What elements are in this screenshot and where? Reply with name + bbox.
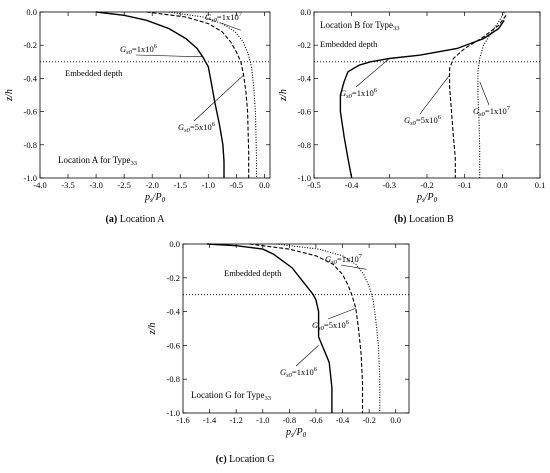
series-line-dashed bbox=[249, 243, 364, 413]
x-tick-label: -1.6 bbox=[176, 415, 189, 425]
series-line-solid bbox=[339, 19, 505, 179]
annotation-leader-line bbox=[135, 54, 203, 58]
embedded-depth-label: Embedded depth bbox=[224, 268, 282, 278]
y-axis-label: z/h bbox=[4, 89, 15, 102]
y-tick-label: -0.2 bbox=[298, 40, 311, 50]
plot-frame bbox=[182, 243, 410, 414]
x-tick-label: -1.2 bbox=[229, 415, 242, 425]
annotation-leader-line bbox=[340, 264, 367, 270]
y-axis-label: z/h bbox=[147, 323, 158, 336]
series-annotation-label: Gs0=1x107 bbox=[205, 11, 243, 24]
series-line-dotted bbox=[168, 11, 258, 178]
series-annotation-label: Gs0=5x106 bbox=[178, 121, 216, 134]
series-line-dashed bbox=[146, 11, 250, 178]
panel-caption: (c) Location G bbox=[216, 454, 275, 465]
x-tick-label: -1.0 bbox=[202, 180, 215, 190]
annotation-leader-line bbox=[220, 22, 241, 31]
y-tick-label: -0.4 bbox=[167, 307, 181, 317]
series-line-dotted bbox=[276, 243, 381, 413]
series-line-solid bbox=[206, 243, 333, 413]
y-tick-label: -1.0 bbox=[24, 173, 37, 183]
annotation-leader-line bbox=[327, 307, 356, 320]
location-label: Location A for Type33 bbox=[58, 155, 137, 167]
x-tick-label: -0.8 bbox=[283, 415, 296, 425]
annotation-leader-line bbox=[193, 74, 244, 122]
x-tick-label: -0.5 bbox=[307, 180, 320, 190]
x-tick-label: 0.1 bbox=[535, 180, 546, 190]
y-tick-label: -0.2 bbox=[24, 40, 37, 50]
x-tick-label: -3.5 bbox=[61, 180, 74, 190]
y-axis-label: z/h bbox=[278, 89, 289, 102]
x-tick-label: -4.0 bbox=[33, 180, 46, 190]
series-annotation-label: Gs0=1x107 bbox=[473, 105, 511, 118]
x-axis-label: ps/P0 bbox=[144, 192, 166, 204]
chart-panel-a: -4.0 -3.5 -3.0 -2.5 -2.0 -1.5 -1.0 -0.5 0.0 0.0 -0… bbox=[4, 7, 271, 225]
x-axis-label: ps/P0 bbox=[416, 192, 438, 204]
y-tick-label: -1.0 bbox=[298, 173, 311, 183]
series-line-solid bbox=[96, 11, 225, 178]
x-tick-label: -0.4 bbox=[345, 180, 359, 190]
panel-caption: (a) Location A bbox=[106, 214, 166, 225]
x-tick-label: -0.6 bbox=[309, 415, 322, 425]
embedded-depth-label: Embedded depth bbox=[65, 68, 123, 78]
x-axis-label: ps/P0 bbox=[285, 427, 307, 439]
x-tick-label: 0.0 bbox=[497, 180, 508, 190]
series-annotation-label: Gs0=1x107 bbox=[325, 253, 363, 266]
y-tick-label: 0.0 bbox=[300, 7, 311, 17]
location-label: Location B for Type33 bbox=[320, 20, 399, 32]
y-tick-label: -0.8 bbox=[298, 140, 311, 150]
annotation-leader-line bbox=[419, 74, 450, 115]
x-tick-label: -0.3 bbox=[383, 180, 396, 190]
y-tick-label: -1.0 bbox=[167, 408, 180, 418]
y-tick-label: 0.0 bbox=[26, 7, 37, 17]
y-tick-label: -0.6 bbox=[167, 340, 180, 350]
series-annotation-label: Gs0=1x106 bbox=[120, 43, 158, 56]
y-tick-label: 0.0 bbox=[169, 239, 180, 249]
x-tick-label: -1.0 bbox=[256, 415, 269, 425]
annotation-leader-line bbox=[479, 81, 490, 106]
location-label: Location G for Type33 bbox=[191, 390, 271, 402]
x-tick-label: 0.0 bbox=[259, 180, 270, 190]
series-annotation-label: Gs0=1x106 bbox=[280, 366, 318, 379]
chart-panel-c: -1.6 -1.4 -1.2 -1.0 -0.8 -0.6 -0.4 -0.2 0.0 0.0 -0… bbox=[147, 239, 410, 465]
x-tick-label: -1.5 bbox=[174, 180, 187, 190]
annotation-leader-line bbox=[355, 58, 390, 88]
series-annotation-label: Gs0=1x106 bbox=[340, 87, 378, 100]
x-tick-label: -3.0 bbox=[89, 180, 102, 190]
panel-caption: (b) Location B bbox=[394, 214, 454, 225]
x-tick-label: -0.1 bbox=[458, 180, 471, 190]
y-tick-label: -0.2 bbox=[167, 273, 180, 283]
y-tick-label: -0.8 bbox=[167, 374, 180, 384]
x-tick-label: -0.5 bbox=[230, 180, 243, 190]
x-tick-label: 0.0 bbox=[390, 415, 401, 425]
y-tick-label: -0.4 bbox=[24, 73, 38, 83]
series-annotation-label: Gs0=5x106 bbox=[312, 319, 350, 332]
x-tick-label: -0.4 bbox=[336, 415, 350, 425]
chart-panel-b: -0.5 -0.4 -0.3 -0.2 -0.1 0.0 0.1 0.0 -0.2 -0.4 -0.… bbox=[278, 7, 545, 225]
x-tick-label: -1.4 bbox=[203, 415, 217, 425]
series-annotation-label: Gs0=5x106 bbox=[404, 114, 442, 127]
annotation-leader-line bbox=[295, 345, 319, 367]
y-tick-label: -0.4 bbox=[298, 73, 312, 83]
x-tick-label: -2.0 bbox=[145, 180, 158, 190]
series-line-dotted bbox=[477, 11, 505, 178]
x-tick-label: -2.5 bbox=[117, 180, 130, 190]
series-line-dashed bbox=[449, 14, 507, 178]
y-tick-label: -0.6 bbox=[298, 107, 311, 117]
plot-frame bbox=[39, 11, 271, 179]
y-tick-label: -0.6 bbox=[24, 107, 37, 117]
embedded-depth-label: Embedded depth bbox=[320, 39, 378, 49]
x-tick-label: -0.2 bbox=[420, 180, 433, 190]
y-tick-label: -0.8 bbox=[24, 140, 37, 150]
x-tick-label: -0.2 bbox=[362, 415, 375, 425]
